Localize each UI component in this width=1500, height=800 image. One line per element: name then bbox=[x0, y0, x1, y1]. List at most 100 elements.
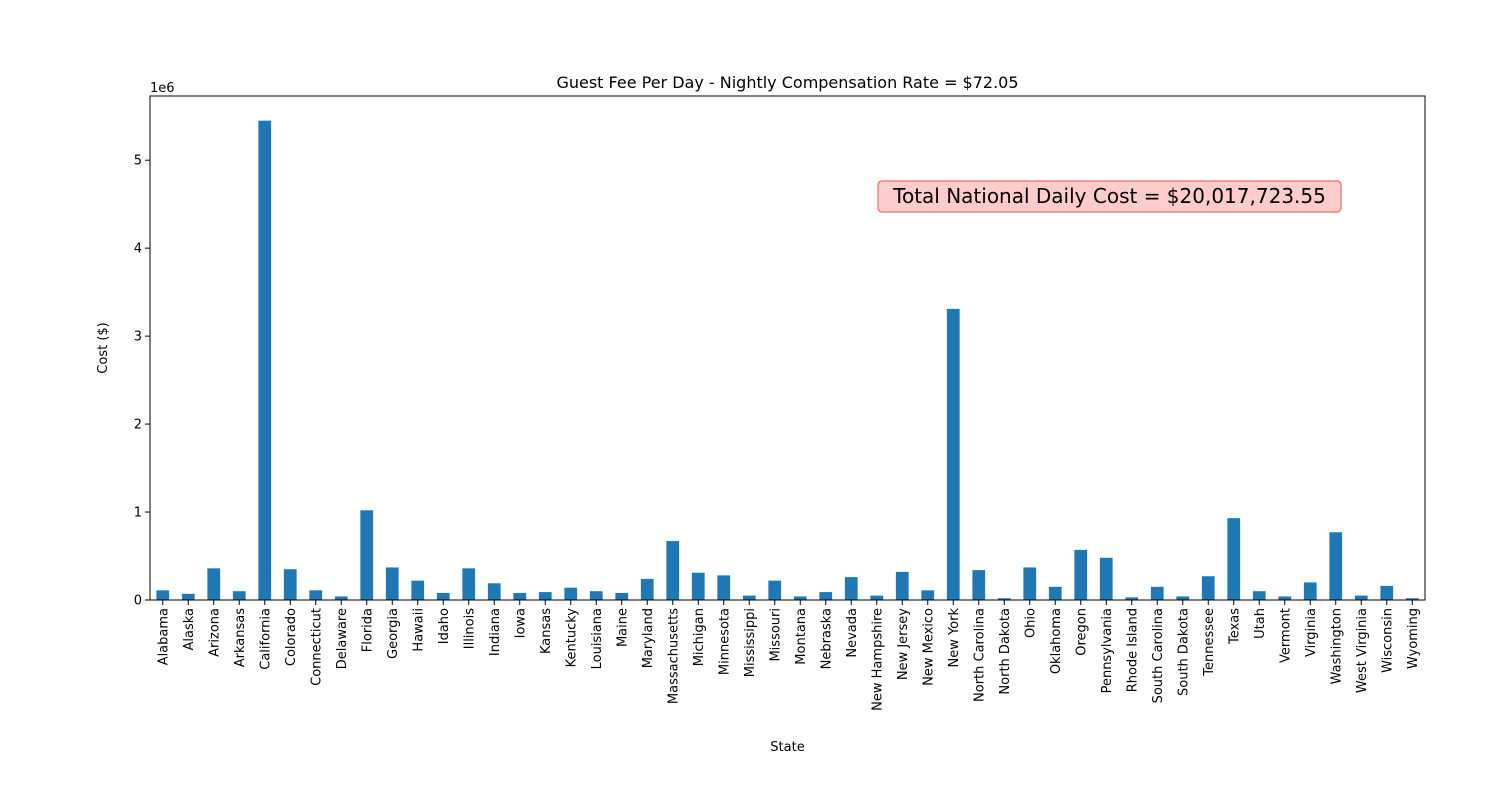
bar-west-virginia bbox=[1354, 595, 1368, 600]
bar-georgia bbox=[385, 567, 399, 600]
x-tick-label: Massachusetts bbox=[666, 608, 681, 704]
x-tick-label: Arizona bbox=[207, 608, 222, 657]
x-tick-label: Nevada bbox=[845, 608, 860, 658]
total-cost-annotation: Total National Daily Cost = $20,017,723.… bbox=[877, 180, 1342, 213]
bar-kentucky bbox=[564, 587, 578, 600]
bar-minnesota bbox=[717, 575, 731, 600]
x-tick-label: New York bbox=[947, 608, 962, 668]
x-tick-label: New Hampshire bbox=[870, 608, 885, 711]
bar-new-hampshire bbox=[870, 595, 884, 600]
bar-nebraska bbox=[819, 592, 833, 600]
bar-oregon bbox=[1074, 549, 1088, 600]
bar-hawaii bbox=[411, 580, 425, 600]
bar-alabama bbox=[156, 590, 170, 600]
bar-oklahoma bbox=[1048, 586, 1062, 600]
x-tick-label: North Dakota bbox=[998, 608, 1013, 695]
bar-maine bbox=[615, 592, 629, 600]
bar-arkansas bbox=[232, 591, 246, 600]
bar-ohio bbox=[1023, 567, 1037, 600]
annotation-box bbox=[877, 180, 1342, 213]
bar-idaho bbox=[436, 592, 450, 600]
y-axis: 0 1 2 3 4 5 bbox=[134, 154, 150, 609]
x-tick-label: Mississippi bbox=[743, 608, 758, 677]
x-tick-label: Wyoming bbox=[1406, 608, 1421, 669]
x-tick-label: Maryland bbox=[641, 608, 656, 668]
x-tick-label: Louisiana bbox=[590, 608, 605, 669]
x-tick-label: North Carolina bbox=[972, 608, 987, 702]
x-tick-label: Colorado bbox=[284, 608, 299, 666]
x-tick-label: Montana bbox=[794, 608, 809, 665]
bar-pennsylvania bbox=[1099, 557, 1113, 600]
x-tick-label: Minnesota bbox=[717, 608, 732, 675]
bar-colorado bbox=[283, 569, 297, 600]
bar-new-jersey bbox=[895, 571, 909, 600]
bar-connecticut bbox=[309, 590, 323, 600]
y-tick-label: 5 bbox=[134, 154, 142, 169]
x-tick-label: Wisconsin bbox=[1380, 608, 1395, 673]
bar-utah bbox=[1252, 591, 1266, 600]
bar-delaware bbox=[334, 596, 348, 600]
bar-wyoming bbox=[1405, 598, 1419, 600]
bar-maryland bbox=[640, 578, 654, 600]
bar-wisconsin bbox=[1380, 585, 1394, 600]
x-tick-label: California bbox=[258, 608, 273, 670]
x-tick-label: Michigan bbox=[692, 608, 707, 666]
y-tick-label: 4 bbox=[134, 242, 142, 257]
x-tick-label: South Carolina bbox=[1151, 608, 1166, 703]
x-axis-label: State bbox=[770, 740, 804, 755]
x-tick-label: New Jersey bbox=[896, 608, 911, 680]
bar-north-dakota bbox=[997, 598, 1011, 600]
bar-texas bbox=[1227, 518, 1241, 600]
x-tick-label: Idaho bbox=[437, 608, 452, 644]
x-tick-label: Missouri bbox=[768, 608, 783, 662]
x-tick-label: Kentucky bbox=[564, 608, 579, 668]
bar-louisiana bbox=[589, 591, 603, 600]
x-tick-label: Washington bbox=[1329, 608, 1344, 684]
bar-michigan bbox=[691, 572, 705, 600]
x-tick-label: Nebraska bbox=[819, 608, 834, 669]
bar-north-carolina bbox=[972, 570, 986, 600]
x-tick-label: New Mexico bbox=[921, 608, 936, 686]
x-tick-label: South Dakota bbox=[1176, 608, 1191, 696]
x-tick-label: Florida bbox=[360, 608, 375, 652]
x-tick-label: West Virginia bbox=[1355, 608, 1370, 693]
x-tick-label: Indiana bbox=[488, 608, 503, 656]
bar-new-mexico bbox=[921, 590, 935, 600]
x-tick-label: Alabama bbox=[156, 608, 171, 665]
x-tick-label: Texas bbox=[1227, 608, 1242, 645]
x-tick-label: Delaware bbox=[335, 608, 350, 669]
bar-tennessee bbox=[1201, 576, 1215, 600]
y-multiplier-label: 1e6 bbox=[150, 81, 175, 96]
x-axis: Alabama Alaska Arizona Arkansas California Co… bbox=[156, 600, 1421, 711]
x-tick-label: Illinois bbox=[462, 608, 477, 649]
plot-frame bbox=[149, 95, 1426, 601]
x-tick-label: Georgia bbox=[386, 608, 401, 659]
bar-virginia bbox=[1303, 582, 1317, 600]
bar-iowa bbox=[513, 592, 527, 600]
y-tick-label: 3 bbox=[134, 330, 142, 345]
x-tick-label: Iowa bbox=[513, 608, 528, 638]
bar-montana bbox=[793, 596, 807, 600]
annotation-text: Total National Daily Cost = $20,017,723.… bbox=[892, 184, 1326, 208]
x-tick-label: Rhode Island bbox=[1125, 608, 1140, 692]
bar-indiana bbox=[487, 583, 501, 600]
x-tick-label: Maine bbox=[615, 608, 630, 647]
x-tick-label: Arkansas bbox=[233, 608, 248, 667]
x-tick-label: Utah bbox=[1253, 608, 1268, 639]
bars-group bbox=[156, 120, 1419, 601]
x-tick-label: Tennessee bbox=[1202, 608, 1217, 677]
y-axis-label: Cost ($) bbox=[96, 322, 111, 373]
x-tick-label: Hawaii bbox=[411, 608, 426, 652]
x-tick-label: Alaska bbox=[182, 608, 197, 651]
y-tick-label: 2 bbox=[134, 418, 142, 433]
chart-title: Guest Fee Per Day - Nightly Compensation… bbox=[556, 73, 1018, 92]
bar-alaska bbox=[181, 593, 195, 600]
bar-massachusetts bbox=[666, 541, 680, 600]
bar-south-carolina bbox=[1150, 586, 1164, 600]
bar-mississippi bbox=[742, 595, 756, 600]
bar-vermont bbox=[1278, 596, 1292, 600]
bar-arizona bbox=[207, 568, 221, 600]
y-tick-label: 0 bbox=[134, 594, 142, 609]
bar-missouri bbox=[768, 580, 782, 600]
x-tick-label: Oklahoma bbox=[1049, 608, 1064, 674]
